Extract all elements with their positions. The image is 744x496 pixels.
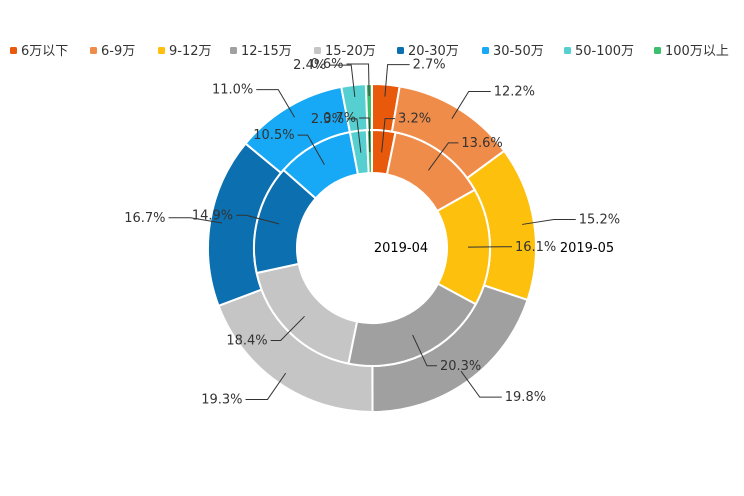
label-line [346, 118, 362, 153]
label-line [346, 63, 370, 97]
data-label: 19.3% [201, 392, 242, 407]
series-name-outer: 2019-05 [560, 241, 614, 256]
data-label: 3.2% [398, 112, 431, 127]
data-label: 0.7% [323, 111, 356, 126]
data-label: 12.2% [494, 84, 535, 99]
series-name-inner: 2019-04 [374, 241, 428, 256]
data-label: 10.5% [253, 128, 294, 143]
legend-label: 20-30万 [408, 44, 459, 59]
legend-item[interactable]: 20-30万 [397, 44, 459, 59]
label-line [384, 64, 410, 97]
legend-swatch [314, 47, 321, 54]
data-label: 15.2% [579, 212, 620, 227]
legend-item[interactable]: 30-50万 [482, 44, 544, 59]
inner-ring [253, 128, 491, 367]
legend-swatch [397, 47, 404, 54]
data-label: 16.7% [124, 211, 165, 226]
legend-swatch [564, 47, 571, 54]
label-line [428, 142, 459, 171]
label-line [270, 315, 305, 341]
legend-item[interactable]: 9-12万 [158, 44, 212, 59]
data-label: 2.3% [311, 112, 344, 127]
legend-label: 9-12万 [169, 44, 212, 59]
legend-item[interactable]: 50-100万 [564, 44, 634, 59]
data-label: 18.4% [226, 333, 267, 348]
legend-item[interactable]: 15-20万 [314, 44, 376, 59]
label-line [451, 90, 491, 119]
label-line [256, 89, 295, 118]
legend-label: 6万以下 [21, 44, 68, 59]
data-label: 19.8% [505, 390, 546, 405]
label-line [412, 334, 437, 367]
data-label: 2.4% [293, 58, 326, 73]
legend-item[interactable]: 100万以上 [654, 44, 729, 59]
label-line [359, 117, 371, 153]
legend-label: 50-100万 [575, 44, 634, 59]
legend-item[interactable]: 12-15万 [230, 44, 292, 59]
legend-swatch [482, 47, 489, 54]
legend-swatch [654, 47, 661, 54]
legend-swatch [230, 47, 237, 54]
label-line [236, 214, 280, 225]
label-line [381, 118, 396, 153]
label-line [297, 134, 325, 165]
data-label: 20.3% [440, 359, 481, 374]
data-label: 11.0% [212, 83, 253, 98]
legend-label: 15-20万 [325, 44, 376, 59]
data-label: 2.7% [413, 58, 446, 73]
legend: 6万以下 6-9万 9-12万 12-15万 15-20万 20-30万 30-50万 50-… [10, 44, 729, 59]
legend-label: 6-9万 [101, 44, 135, 59]
legend-label: 30-50万 [493, 44, 544, 59]
label-line [168, 217, 223, 224]
legend-label: 12-15万 [241, 44, 292, 59]
data-label: 13.6% [461, 136, 502, 151]
data-labels: 3.2%13.6%16.1%20.3%18.4%14.9%10.5%2.3%0.… [124, 57, 620, 407]
legend-item[interactable]: 6-9万 [90, 44, 135, 59]
legend-label: 100万以上 [665, 44, 729, 59]
label-line [522, 218, 576, 225]
label-line [329, 64, 356, 98]
legend-swatch [90, 47, 97, 54]
label-line [460, 370, 502, 398]
data-label: 16.1% [515, 240, 556, 255]
label-line [245, 372, 287, 400]
legend-swatch [158, 47, 165, 54]
legend-swatch [10, 47, 17, 54]
legend-item[interactable]: 6万以下 [10, 44, 68, 59]
data-label: 0.6% [310, 57, 343, 72]
